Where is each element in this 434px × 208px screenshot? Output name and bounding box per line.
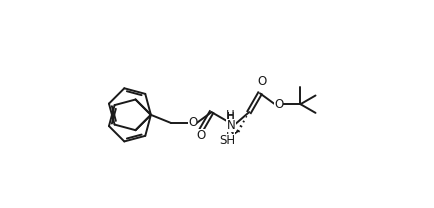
Text: H: H [227, 112, 235, 122]
Text: SH: SH [219, 134, 235, 147]
Text: O: O [188, 116, 197, 130]
Text: O: O [257, 75, 266, 88]
Text: O: O [274, 98, 283, 111]
Text: N: N [227, 119, 236, 132]
Text: O: O [196, 129, 205, 142]
Text: H
N: H N [226, 109, 235, 137]
